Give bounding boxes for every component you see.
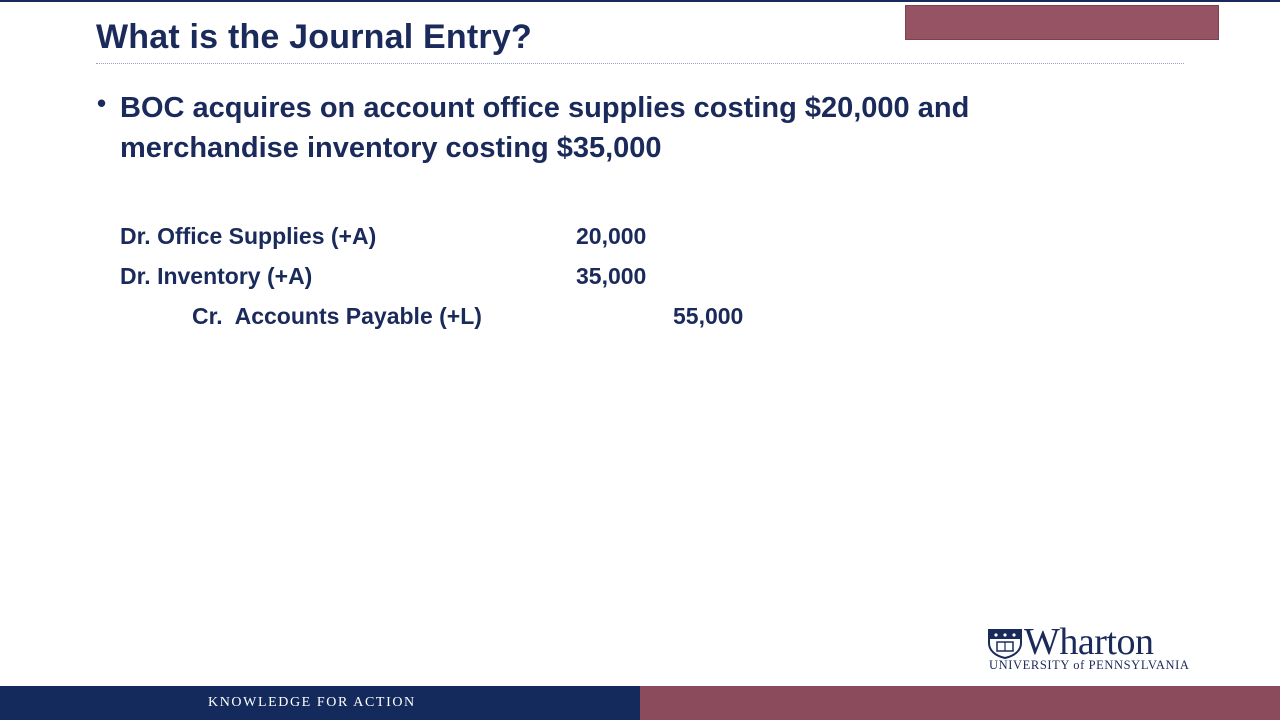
entry-amount-inventory: 35,000 bbox=[576, 263, 647, 289]
entry-account-accounts-payable: Cr. Accounts Payable (+L) bbox=[192, 303, 482, 329]
entry-amount-office-supplies: 20,000 bbox=[576, 223, 647, 249]
footer-bar-left: KNOWLEDGE FOR ACTION bbox=[0, 686, 640, 720]
wharton-logo: Wharton UNIVERSITY of PENNSYLVANIA bbox=[988, 621, 1193, 672]
shield-icon bbox=[988, 629, 1022, 659]
bullet-text: BOC acquires on account office supplies … bbox=[120, 92, 970, 164]
entry-account-inventory: Dr. Inventory (+A) bbox=[120, 263, 313, 289]
entry-amount-accounts-payable: 55,000 bbox=[673, 303, 744, 329]
logo-subtitle: UNIVERSITY of PENNSYLVANIA bbox=[989, 658, 1190, 672]
top-rule bbox=[0, 0, 1280, 2]
footer-tagline: KNOWLEDGE FOR ACTION bbox=[208, 695, 416, 710]
corner-banner bbox=[905, 5, 1219, 40]
slide-title: What is the Journal Entry? bbox=[96, 18, 532, 56]
entry-account-office-supplies: Dr. Office Supplies (+A) bbox=[120, 223, 377, 249]
logo-wordmark: Wharton bbox=[1024, 621, 1154, 663]
footer-bar-right bbox=[640, 686, 1280, 720]
title-divider bbox=[96, 63, 1184, 64]
bullet-dot-icon: • bbox=[97, 88, 107, 118]
